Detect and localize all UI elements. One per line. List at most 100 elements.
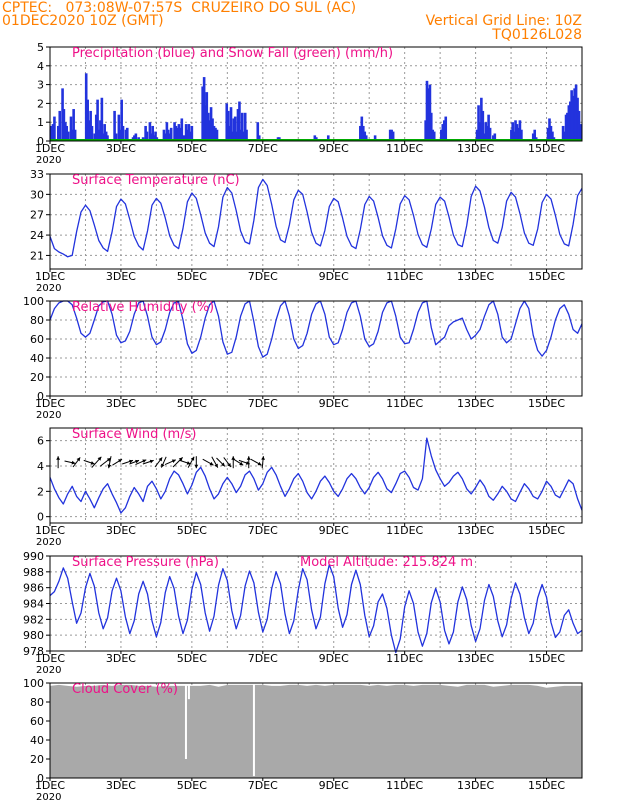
precip-bar (579, 124, 582, 141)
x-tick-label: 15DEC (528, 524, 565, 537)
precip-bar (166, 129, 170, 141)
x-tick-label: 9DEC (319, 270, 349, 283)
precip-bar (440, 129, 443, 141)
y-tick-label: 988 (23, 566, 44, 579)
cloud-area (50, 684, 582, 778)
precip-bar (152, 135, 156, 141)
x-tick-label: 1DEC (35, 524, 65, 537)
precip-bar (226, 110, 230, 141)
x-tick-label: 7DEC (248, 270, 278, 283)
wind-arrow (261, 456, 265, 469)
precip-bar (548, 118, 551, 141)
wind-arrow (211, 456, 219, 468)
precip-bar (232, 118, 236, 141)
precip-bar (388, 129, 392, 141)
x-tick-label: 9DEC (319, 524, 349, 537)
cloud-gap (187, 683, 190, 700)
precip-bar (431, 129, 435, 141)
x-tick-label: 11DEC (386, 142, 423, 155)
precip-bar (133, 135, 136, 141)
precip-bar (187, 124, 191, 141)
precip-bar (242, 131, 246, 141)
precip-bar (240, 112, 244, 141)
y-tick-label: 27 (30, 209, 44, 222)
precip-bar (62, 109, 66, 141)
precip-bar (134, 133, 138, 141)
precip-bar (145, 131, 149, 141)
panel-frame (49, 682, 583, 779)
y-tick-label: 0 (37, 135, 44, 148)
wind-arrow-head (161, 463, 165, 468)
precip-bar (84, 73, 88, 141)
precip-bar (93, 133, 97, 141)
wind-arrow-head (56, 456, 61, 460)
precip-bar (475, 129, 479, 141)
x-tick-label: 15DEC (528, 142, 565, 155)
precip-bar (56, 125, 60, 141)
wind-arrow (56, 456, 61, 469)
panel-title: Precipitation (blue) and Snow Fall (gree… (72, 46, 393, 61)
panel-humidity: 0 20 40 60 80 100 1DEC 3DEC 5DEC 7DEC 9DEC 11DEC 13D… (23, 295, 583, 421)
precip-bar (162, 129, 166, 141)
wind-arrow-head (106, 458, 111, 462)
precip-bar (154, 131, 157, 141)
x-tick-label: 11DEC (386, 524, 423, 537)
precip-bar (373, 135, 377, 141)
precip-bar (179, 127, 182, 141)
precip-bar (214, 127, 217, 141)
x-tick-label: 15DEC (528, 652, 565, 665)
wind-arrow (64, 460, 76, 465)
precip-bar (208, 120, 212, 141)
y-tick-label: 60 (30, 333, 44, 346)
precip-bar (209, 107, 213, 141)
x-tick-label: 13DEC (457, 142, 494, 155)
wind-arrow-head (171, 459, 176, 463)
precip-bar (567, 105, 571, 141)
x-year-label: 2020 (36, 792, 61, 800)
y-tick-label: 24 (30, 229, 44, 242)
precip-bar (424, 120, 427, 141)
precip-bar (493, 133, 497, 141)
precip-bar (533, 129, 537, 141)
precip-bar (124, 129, 128, 141)
precip-bar (257, 135, 261, 141)
y-tick-label: 978 (23, 645, 44, 658)
precip-bar (569, 101, 572, 141)
cloud-gap (252, 683, 255, 777)
x-tick-label: 1DEC (35, 652, 65, 665)
series-line (49, 564, 583, 654)
precip-bar (239, 129, 243, 141)
precip-bar (514, 120, 517, 141)
y-tick-label: 80 (30, 314, 44, 327)
x-tick-label: 13DEC (457, 779, 494, 792)
y-tick-label: 980 (23, 629, 44, 642)
panel-pressure: 978 980 982 984 986 988 990 1DEC 3DEC 5DEC 7DEC 9DE… (23, 550, 583, 676)
wind-arrow-head (135, 459, 140, 464)
wind-arrow (250, 458, 262, 466)
wind-arrow-head (149, 459, 154, 464)
precip-bar (101, 133, 105, 141)
panel-frame (49, 46, 583, 142)
wind-arrow-head (158, 457, 163, 462)
precip-bar (100, 97, 104, 141)
panel-title: Relative Humidity (%) (72, 300, 214, 315)
precip-bar (64, 122, 67, 141)
model-altitude: Model Altitude: 215.824 m (300, 555, 473, 570)
precip-bar (177, 124, 181, 141)
wind-arrow (72, 457, 81, 468)
wind-arrow-head (129, 459, 133, 464)
y-tick-label: 21 (30, 249, 44, 262)
y-tick-label: 4 (37, 60, 44, 73)
precip-bar (121, 125, 125, 141)
precip-bar (173, 122, 176, 141)
precip-bar (561, 125, 565, 141)
precip-bar (176, 127, 179, 141)
x-tick-label: 7DEC (248, 524, 278, 537)
precip-bar (444, 116, 448, 141)
precip-bar (432, 131, 436, 141)
x-tick-label: 5DEC (177, 524, 207, 537)
x-tick-label: 1DEC (35, 779, 65, 792)
precip-bar (181, 135, 185, 141)
y-tick-label: 4 (37, 460, 44, 473)
x-year-label: 2020 (36, 410, 61, 421)
